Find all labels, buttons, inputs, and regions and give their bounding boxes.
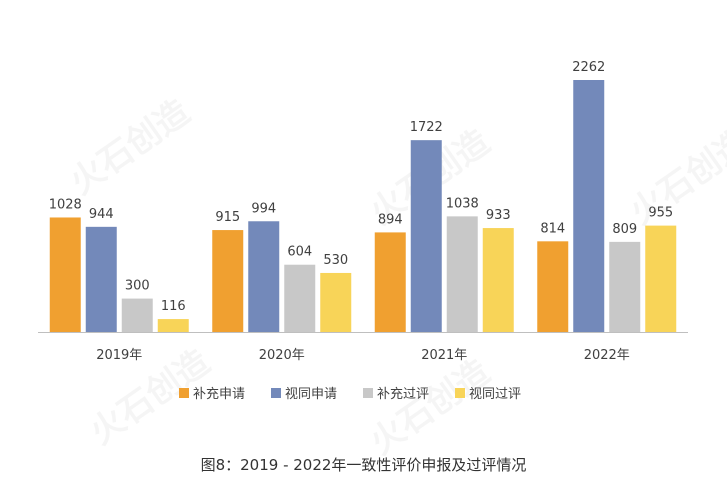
bar bbox=[645, 225, 677, 332]
bar bbox=[121, 298, 153, 332]
data-label: 955 bbox=[648, 206, 673, 221]
bar bbox=[410, 140, 442, 332]
bar bbox=[157, 319, 189, 332]
data-label: 300 bbox=[125, 279, 150, 294]
bar bbox=[49, 217, 81, 332]
data-label: 944 bbox=[89, 207, 114, 222]
data-label: 994 bbox=[251, 201, 276, 216]
bar bbox=[573, 80, 605, 332]
data-labels-group: 1028 944 300 116 915 994 604 530 894 1722 1038 933 8… bbox=[49, 60, 673, 314]
bar bbox=[284, 264, 316, 332]
bar-chart: 1028 944 300 116 915 994 604 530 894 1722 1038 933 8… bbox=[38, 60, 688, 402]
figure-caption: 图8：2019 - 2022年一致性评价申报及过评情况 bbox=[200, 456, 527, 474]
legend-label: 补充过评 bbox=[377, 386, 429, 402]
bar bbox=[446, 216, 478, 332]
data-label: 915 bbox=[215, 210, 240, 225]
bar bbox=[212, 230, 244, 332]
x-tick-label: 2019年 bbox=[96, 348, 142, 363]
data-label: 1028 bbox=[49, 197, 82, 212]
data-label: 809 bbox=[612, 222, 637, 237]
legend-swatch bbox=[363, 388, 373, 398]
legend-label: 视同申请 bbox=[285, 387, 337, 402]
x-tick-label: 2022年 bbox=[584, 348, 630, 363]
x-tick-label: 2021年 bbox=[421, 348, 467, 363]
data-label: 933 bbox=[486, 208, 511, 223]
bar bbox=[537, 241, 569, 332]
legend-swatch bbox=[455, 388, 465, 398]
x-tick-labels-group: 2019年 2020年 2021年 2022年 bbox=[96, 348, 630, 363]
data-label: 116 bbox=[161, 299, 186, 314]
bar bbox=[320, 272, 352, 332]
bar bbox=[248, 221, 280, 332]
data-label: 894 bbox=[378, 212, 403, 227]
data-label: 2262 bbox=[572, 60, 605, 75]
legend-label: 视同过评 bbox=[469, 387, 521, 402]
legend-label: 补充申请 bbox=[193, 386, 245, 402]
data-label: 814 bbox=[540, 221, 565, 236]
bar bbox=[482, 228, 514, 332]
bars-group bbox=[49, 80, 677, 332]
bar bbox=[374, 232, 406, 332]
x-tick-label: 2020年 bbox=[259, 348, 305, 363]
data-label: 604 bbox=[287, 245, 312, 260]
data-label: 1038 bbox=[446, 196, 479, 211]
legend: 补充申请 视同申请 补充过评 视同过评 bbox=[179, 386, 521, 402]
legend-swatch bbox=[271, 388, 281, 398]
data-label: 1722 bbox=[410, 120, 443, 135]
bar bbox=[609, 241, 641, 332]
legend-swatch bbox=[179, 388, 189, 398]
data-label: 530 bbox=[323, 253, 348, 268]
bar bbox=[85, 226, 117, 332]
